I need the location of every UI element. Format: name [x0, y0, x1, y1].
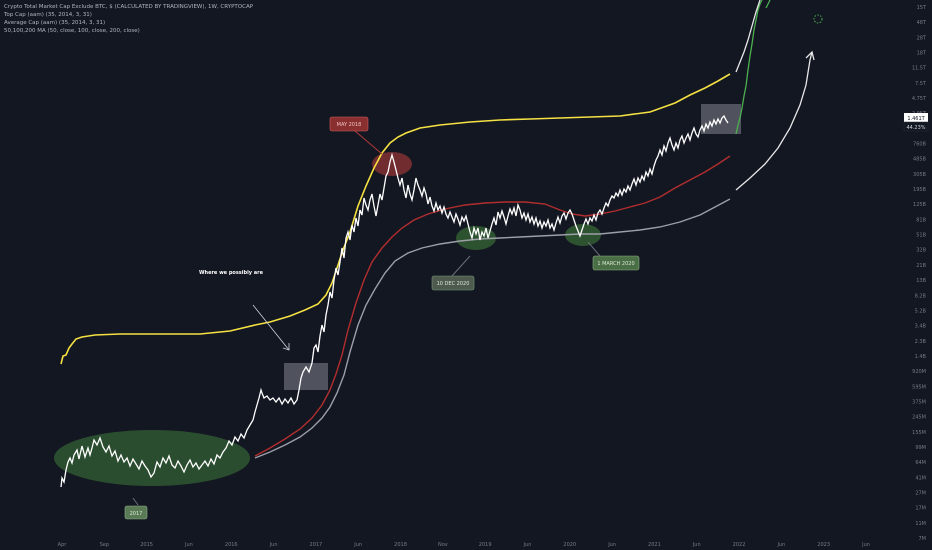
legend-top-cap[interactable]: Top Cap (aam) (35, 2014, 3, 31)	[4, 12, 92, 18]
x-tick-label: Jun	[776, 542, 785, 548]
y-tick-label: 1.4B	[915, 354, 927, 360]
x-tick-label: Sep	[100, 542, 109, 548]
y-tick-label: 8.2B	[915, 293, 927, 299]
y-tick-label: 125B	[913, 202, 927, 208]
x-tick-label: 2016	[225, 542, 238, 548]
legend-avg-cap[interactable]: Average Cap (aam) (35, 2014, 3, 31)	[4, 20, 106, 26]
projection-white-bottom-arrowhead	[805, 50, 815, 61]
x-tick-label: Jun	[607, 542, 616, 548]
projection-target-circle	[813, 14, 823, 24]
x-axis: Apr Sep 2015 Jun 2016 Jun 2017 Jun 2018 Nov 2019 Ju…	[58, 542, 870, 548]
y-tick-label: 2.3B	[915, 339, 927, 345]
x-tick-label: 2018	[394, 542, 407, 548]
ma-grey-line	[254, 198, 731, 459]
highlight-ellipse-dec2020	[456, 226, 496, 250]
y-tick-label: 81B	[916, 217, 926, 223]
price-tag: 1.461T 44.23%	[903, 113, 929, 132]
x-tick-label: 2019	[479, 542, 492, 548]
highlight-ellipse-march2020	[565, 224, 601, 246]
pointer-arrow-head	[282, 343, 290, 351]
callout-may2018[interactable]: MAY 2018	[329, 116, 383, 155]
x-tick-label: 2015	[140, 542, 153, 548]
highlight-ellipse-may2018	[372, 152, 412, 176]
x-tick-label: Jun	[353, 542, 362, 548]
y-tick-label: 11M	[915, 521, 926, 527]
y-tick-label: 48T	[917, 20, 927, 26]
y-tick-label: 375M	[912, 399, 926, 405]
x-tick-label: 2022	[733, 542, 746, 548]
projection-green-tip	[765, 0, 771, 9]
price-tag-value: 1.461T	[907, 116, 925, 122]
x-tick-label: Jun	[523, 542, 532, 548]
y-tick-label: 51B	[916, 233, 926, 239]
highlight-ellipse-2017	[54, 430, 250, 486]
callout-march2020-text: 1 MARCH 2020	[597, 261, 634, 267]
y-tick-label: 195B	[913, 187, 927, 193]
projection-white-top	[735, 0, 761, 73]
callout-dec2020[interactable]: 10 DEC 2020	[431, 255, 475, 291]
legend-symbol[interactable]: Crypto Total Market Cap Exclude BTC, $ (…	[4, 4, 254, 10]
x-tick-label: 2017	[310, 542, 323, 548]
y-tick-label: 595M	[912, 384, 926, 390]
x-tick-label: Jun	[269, 542, 278, 548]
y-tick-label: 920M	[912, 369, 926, 375]
x-tick-label: 2023	[817, 542, 830, 548]
callout-2017[interactable]: 2017	[124, 497, 148, 520]
y-tick-label: 155M	[912, 430, 926, 436]
pointer-arrow	[252, 304, 290, 351]
price-line	[60, 114, 729, 488]
y-axis: 15T48T28T18T11.5T7.5T4.75T2.95T1.85T760B…	[912, 5, 927, 542]
y-tick-label: 21B	[916, 263, 926, 269]
x-tick-label: Apr	[58, 542, 68, 548]
callout-2017-text: 2017	[130, 511, 143, 517]
projection-green-line	[735, 0, 763, 135]
legend-ma[interactable]: 50,100,200 MA (50, close, 100, close, 20…	[4, 28, 140, 34]
price-tag-change: 44.23%	[906, 125, 925, 131]
y-tick-label: 99M	[915, 445, 926, 451]
y-tick-label: 3.4B	[915, 324, 927, 330]
y-tick-label: 11.5T	[912, 66, 927, 72]
projection-white-bottom	[735, 51, 813, 191]
y-tick-label: 41M	[915, 475, 926, 481]
y-tick-label: 15T	[917, 5, 927, 11]
x-tick-label: Jun	[861, 542, 870, 548]
x-tick-label: 2021	[648, 542, 661, 548]
y-tick-label: 32B	[916, 248, 926, 254]
y-tick-label: 305B	[913, 172, 927, 178]
y-tick-label: 17M	[915, 506, 926, 512]
x-tick-label: Nov	[438, 542, 448, 548]
y-tick-label: 4.75T	[912, 96, 927, 102]
y-tick-label: 64M	[915, 460, 926, 466]
top-cap-line	[60, 73, 731, 365]
y-tick-label: 7.5T	[915, 81, 927, 87]
y-tick-label: 28T	[917, 35, 927, 41]
callout-march2020[interactable]: 1 MARCH 2020	[587, 241, 640, 271]
y-tick-label: 7M	[919, 536, 927, 542]
x-tick-label: Jun	[692, 542, 701, 548]
x-tick-label: 2020	[563, 542, 576, 548]
y-tick-label: 18T	[917, 51, 927, 57]
y-tick-label: 245M	[912, 415, 926, 421]
legend: Crypto Total Market Cap Exclude BTC, $ (…	[4, 3, 253, 35]
y-tick-label: 13B	[916, 278, 926, 284]
y-tick-label: 5.2B	[915, 308, 927, 314]
y-tick-label: 27M	[915, 490, 926, 496]
y-tick-label: 485B	[913, 157, 927, 163]
y-tick-label: 760B	[913, 142, 927, 148]
where-we-are-text: Where we possibly are	[199, 270, 264, 276]
x-tick-label: Jun	[184, 542, 193, 548]
callout-dec2020-text: 10 DEC 2020	[437, 281, 470, 287]
callout-may2018-text: MAY 2018	[337, 122, 362, 128]
